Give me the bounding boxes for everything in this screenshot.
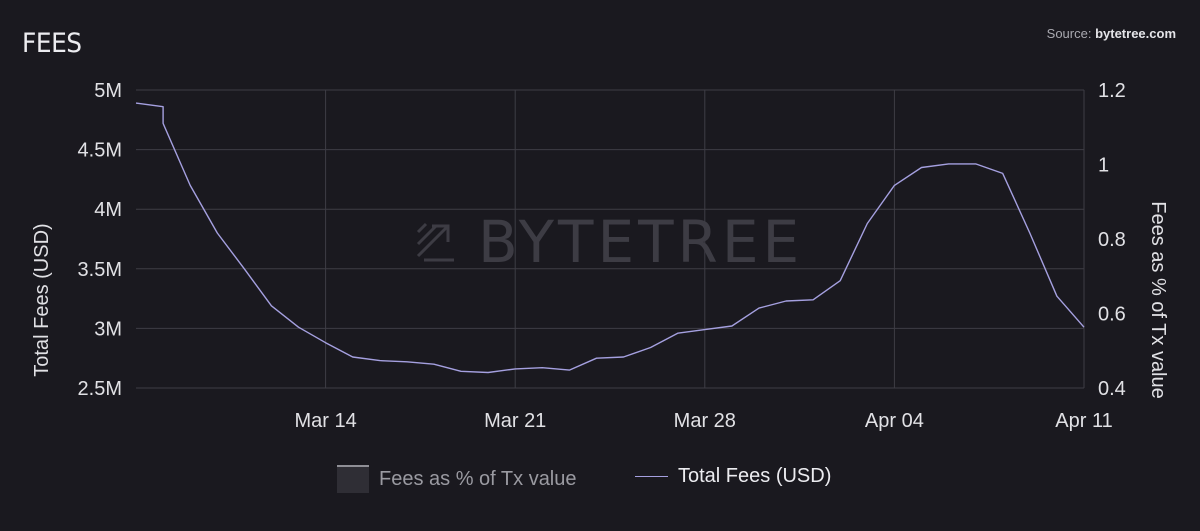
x-axis: Mar 14 Mar 21 Mar 28 Apr 04 Apr 11 [294, 410, 1112, 432]
legend-label-total-fees: Total Fees (USD) [678, 465, 832, 487]
legend-label-fees-pct: Fees as % of Tx value [379, 467, 577, 490]
y-right-tick-label: 0.6 [1098, 304, 1126, 326]
y-axis-right: 1.2 1 0.8 0.6 0.4 [1098, 80, 1126, 400]
y-axis-left: 5M 4.5M 4M 3.5M 3M 2.5M [78, 80, 122, 400]
y-axis-right-title: Fees as % of Tx value [1147, 201, 1169, 399]
x-tick-label: Mar 14 [294, 410, 356, 432]
x-tick-label: Apr 04 [865, 410, 924, 432]
legend-item-total-fees[interactable]: Total Fees (USD) [635, 465, 831, 488]
y-right-tick-label: 0.8 [1098, 229, 1126, 251]
y-left-tick-label: 4.5M [78, 140, 122, 162]
y-left-tick-label: 3M [94, 318, 122, 340]
watermark: BYTETREE [416, 208, 803, 276]
chart-title: FEES [22, 28, 82, 59]
y-left-tick-label: 5M [94, 80, 122, 102]
y-left-tick-label: 3.5M [78, 259, 122, 281]
legend-swatch-total-fees [635, 476, 668, 477]
source-name[interactable]: bytetree.com [1095, 26, 1176, 41]
x-tick-label: Apr 11 [1055, 410, 1112, 432]
source-credit: Source: bytetree.com [1047, 26, 1176, 41]
y-right-tick-label: 1.2 [1098, 80, 1126, 102]
source-prefix: Source: [1046, 26, 1096, 41]
x-tick-label: Mar 28 [674, 410, 736, 432]
y-right-tick-label: 0.4 [1098, 378, 1126, 400]
y-right-tick-label: 1 [1098, 155, 1109, 177]
legend-item-fees-pct[interactable]: Fees as % of Tx value [337, 465, 577, 493]
legend-swatch-fees-pct [337, 465, 369, 493]
grid-lines [136, 89, 1085, 389]
series-line-total-fees [135, 102, 1085, 374]
legend: Fees as % of Tx value Total Fees (USD) [0, 461, 1200, 501]
y-left-tick-label: 2.5M [78, 378, 122, 400]
watermark-logo-icon [416, 222, 454, 262]
y-axis-left-title: Total Fees (USD) [31, 223, 53, 376]
y-left-tick-label: 4M [94, 199, 122, 221]
x-tick-label: Mar 21 [484, 410, 546, 432]
watermark-text: BYTETREE [478, 208, 803, 276]
